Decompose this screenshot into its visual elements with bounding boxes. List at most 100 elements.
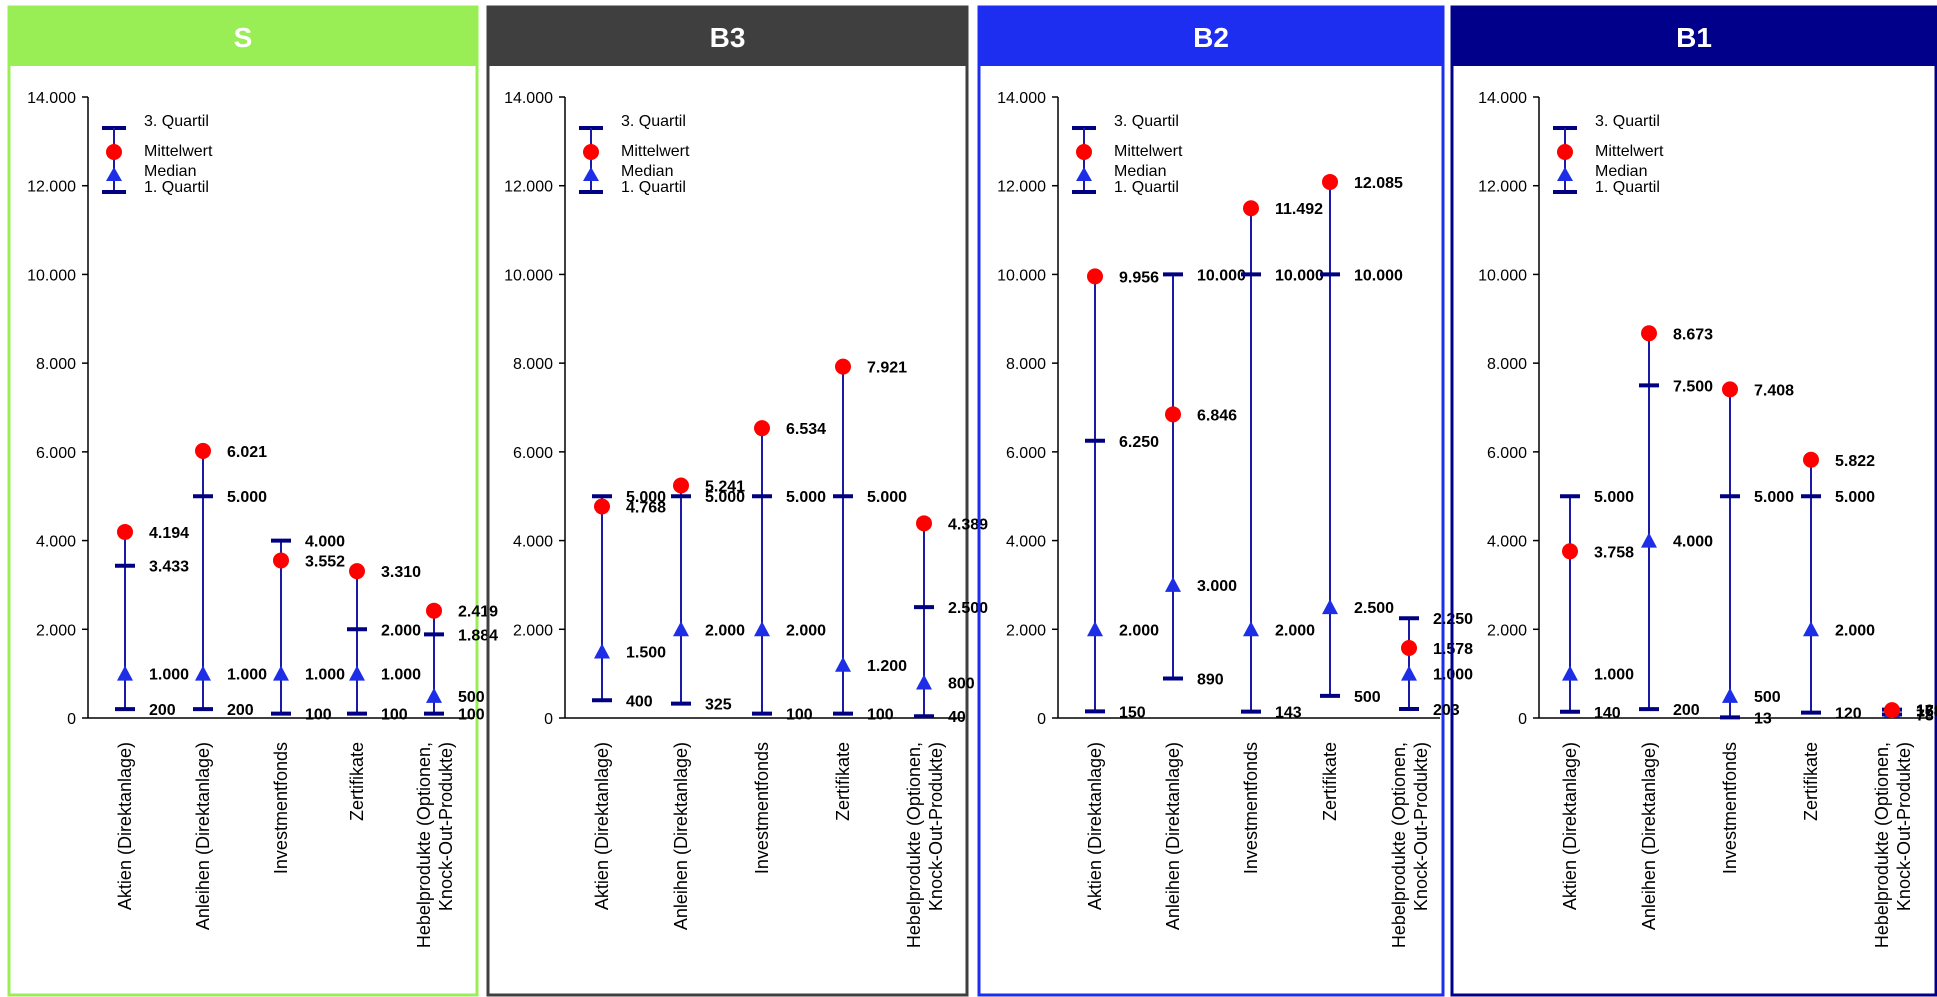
panel-b2: B2 0 2.000 4.000 6.000 8.000 10.000 12.000 14.00… <box>977 5 1473 997</box>
q3-data-label: 5.000 <box>1594 489 1634 506</box>
median-marker <box>754 621 770 637</box>
legend-q1-label: 1. Quartil <box>1595 179 1660 196</box>
mean-marker <box>916 515 932 532</box>
q3-data-label: 2.000 <box>381 622 421 639</box>
mean-data-label: 2.419 <box>458 604 498 621</box>
category-group: 10.000 2.000 143 11.492 Investmentfonds <box>1241 200 1324 874</box>
category-label: Zertifikate <box>833 742 853 821</box>
panel-title: S <box>234 22 253 53</box>
category-group: 10.000 2.500 500 12.085 Zertifikate <box>1320 173 1403 821</box>
y-tick-label: 10.000 <box>27 267 76 284</box>
y-tick-label: 6.000 <box>36 445 76 462</box>
median-data-label: 1.000 <box>149 667 189 684</box>
median-marker <box>1322 599 1338 615</box>
median-marker <box>594 643 610 659</box>
q1-data-label: 100 <box>458 707 485 724</box>
legend-mean-label: Mittelwert <box>1114 143 1183 160</box>
mean-marker <box>1722 381 1738 398</box>
y-tick-label: 6.000 <box>513 445 553 462</box>
mean-marker <box>1322 173 1338 190</box>
legend-median-marker <box>1557 167 1573 181</box>
legend-median-label: Median <box>1595 163 1647 180</box>
median-marker <box>673 621 689 637</box>
mean-marker <box>1087 268 1103 285</box>
median-data-label: 2.000 <box>1119 622 1159 639</box>
y-tick-label: 12.000 <box>997 179 1046 196</box>
median-marker <box>1401 665 1417 681</box>
legend-mean-marker <box>583 144 599 160</box>
category-label: Anleihen (Direktanlage) <box>1163 742 1183 930</box>
median-data-label: 2.000 <box>786 622 826 639</box>
legend-median-marker <box>583 167 599 181</box>
mean-data-label: 4.389 <box>948 516 988 533</box>
panel-title: B2 <box>1193 22 1229 53</box>
category-group: 3.433 1.000 200 4.194 Aktien (Direktanlage) <box>115 523 189 910</box>
median-data-label: 500 <box>1754 689 1781 706</box>
y-tick-label: 14.000 <box>504 90 553 107</box>
category-group: 6.250 2.000 150 9.956 Aktien (Direktanlage) <box>1085 268 1159 910</box>
category-group: 5.000 1.500 400 4.768 Aktien (Direktanlage) <box>592 489 666 910</box>
category-group: 5.000 2.000 325 5.241 Anleihen (Direktanlage… <box>671 477 745 930</box>
category-label: Investmentfonds <box>752 742 772 874</box>
legend-mean-marker <box>1076 144 1092 160</box>
category-label: Hebelprodukte (Optionen, <box>1389 742 1409 948</box>
q3-data-label: 5.000 <box>867 489 907 506</box>
legend-median-marker <box>1076 167 1092 181</box>
mean-marker <box>594 498 610 515</box>
q3-data-label: 5.000 <box>1835 489 1875 506</box>
median-marker <box>426 687 442 703</box>
median-data-label: 2.000 <box>705 622 745 639</box>
legend-median-label: Median <box>144 163 196 180</box>
q3-data-label: 5.000 <box>786 489 826 506</box>
category-label: Hebelprodukte (Optionen, <box>1872 742 1892 948</box>
q3-data-label: 10.000 <box>1354 267 1403 284</box>
y-tick-label: 4.000 <box>36 534 76 551</box>
mean-data-label: 4.768 <box>626 500 666 517</box>
panel-title-bar <box>487 6 968 66</box>
q3-data-label: 4.000 <box>305 534 345 551</box>
y-tick-label: 6.000 <box>1487 445 1527 462</box>
legend-mean-label: Mittelwert <box>621 143 690 160</box>
median-data-label: 3.000 <box>1197 578 1237 595</box>
mean-marker <box>673 477 689 494</box>
y-tick-label: 2.000 <box>513 622 553 639</box>
mean-marker <box>1803 451 1819 468</box>
category-label: Hebelprodukte (Optionen, <box>904 742 924 948</box>
median-data-label: 1.200 <box>867 658 907 675</box>
median-marker <box>1722 687 1738 703</box>
mean-data-label: 3.552 <box>305 553 345 570</box>
y-tick-label: 8.000 <box>36 356 76 373</box>
mean-marker <box>1401 640 1417 657</box>
mean-data-label: 6.021 <box>227 444 267 461</box>
category-label: Knock-Out-Produkte) <box>1894 742 1914 911</box>
y-tick-label: 12.000 <box>1478 179 1527 196</box>
category-label: Investmentfonds <box>271 742 291 874</box>
y-tick-label: 0 <box>67 711 76 728</box>
category-label: Anleihen (Direktanlage) <box>671 742 691 930</box>
panel-border <box>977 5 1445 997</box>
y-tick-label: 4.000 <box>1487 534 1527 551</box>
q3-data-label: 5.000 <box>626 489 666 506</box>
median-data-label: 4.000 <box>1673 534 1713 551</box>
q1-data-label: 203 <box>1433 702 1460 719</box>
mean-data-label: 5.241 <box>705 479 745 496</box>
legend-q3-label: 3. Quartil <box>621 113 686 130</box>
panel-s: S 0 2.000 4.000 6.000 8.000 10.000 12.000 14.000… <box>7 5 498 997</box>
q3-data-label: 5.000 <box>1754 489 1794 506</box>
y-tick-label: 10.000 <box>997 267 1046 284</box>
mean-data-label: 178 <box>1916 703 1937 720</box>
category-group: 5.000 500 13 7.408 Investmentfonds <box>1720 381 1794 874</box>
mean-marker <box>754 420 770 437</box>
y-tick-label: 12.000 <box>27 179 76 196</box>
y-tick-label: 6.000 <box>1006 445 1046 462</box>
category-label: Hebelprodukte (Optionen, <box>414 742 434 948</box>
category-group: 10.000 3.000 890 6.846 Anleihen (Direktanlag… <box>1163 267 1246 930</box>
q1-data-label: 100 <box>381 707 408 724</box>
category-label: Investmentfonds <box>1720 742 1740 874</box>
legend-median-label: Median <box>621 163 673 180</box>
panel-b1: B1 0 2.000 4.000 6.000 8.000 10.000 12.000 14.00… <box>1450 5 1937 997</box>
